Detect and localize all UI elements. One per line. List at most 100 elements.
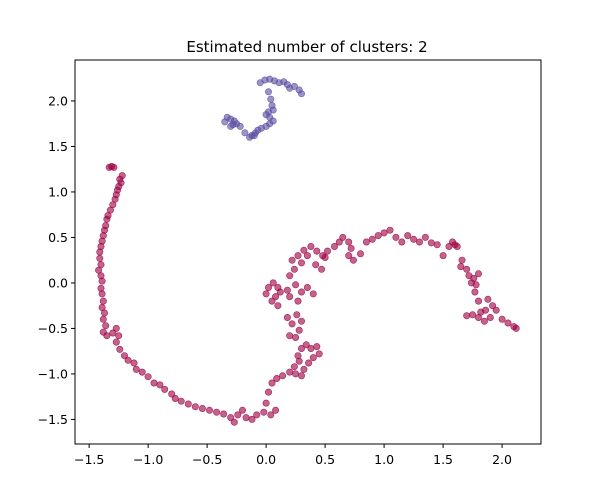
scatter-point (98, 290, 106, 298)
scatter-point (300, 365, 308, 373)
scatter-point (457, 263, 465, 271)
scatter-point (451, 241, 459, 249)
scatter-point (242, 414, 250, 422)
scatter-point (227, 122, 235, 130)
scatter-point (374, 232, 382, 240)
x-tick-label: 1.0 (374, 452, 394, 467)
scatter-point (307, 243, 315, 251)
y-tick-label: −1.0 (38, 366, 68, 381)
scatter-point (168, 390, 176, 398)
scatter-point (492, 306, 500, 314)
scatter-point (313, 343, 321, 351)
scatter-point (335, 238, 343, 246)
y-tick-label: 2.0 (48, 93, 68, 108)
scatter-point (96, 248, 104, 256)
scatter-point (96, 254, 104, 262)
points-layer (95, 75, 520, 426)
scatter-point (267, 411, 275, 419)
scatter-point (138, 368, 146, 376)
chart-title: Estimated number of clusters: 2 (186, 38, 427, 56)
y-axis: −1.5 −1.0 −0.5 0.0 0.5 1.0 1.5 2.0 (38, 93, 75, 427)
scatter-point (290, 82, 298, 90)
scatter-point (288, 320, 296, 328)
scatter-point (101, 309, 109, 317)
scatter-point (398, 238, 406, 246)
scatter-point (302, 341, 310, 349)
scatter-point (294, 297, 302, 305)
scatter-point (386, 226, 394, 234)
scatter-point (415, 238, 423, 246)
scatter-point (474, 270, 482, 278)
scatter-point (109, 329, 117, 337)
scatter-point (290, 363, 298, 371)
scatter-point (115, 332, 123, 340)
scatter-point (279, 372, 287, 380)
scatter-point (484, 295, 492, 303)
y-tick-label: 1.0 (48, 184, 68, 199)
scatter-point (309, 354, 317, 362)
scatter-point (274, 302, 282, 310)
scatter-point (467, 279, 475, 287)
scatter-point (330, 243, 338, 251)
scatter-point (130, 359, 138, 367)
scatter-point (286, 293, 294, 301)
scatter-point (297, 317, 305, 325)
scatter-point (269, 279, 277, 287)
scatter-point (241, 129, 249, 137)
scatter-point (286, 272, 294, 280)
scatter-point (262, 399, 270, 407)
scatter-point (264, 388, 272, 396)
x-tick-label: −0.5 (192, 452, 222, 467)
scatter-point (469, 311, 477, 319)
scatter-point (323, 247, 331, 255)
scatter-point (421, 233, 429, 241)
scatter-point (227, 414, 235, 422)
scatter-point (356, 250, 364, 258)
y-tick-label: −1.5 (38, 412, 68, 427)
y-tick-label: −0.5 (38, 321, 68, 336)
scatter-point (161, 385, 169, 393)
scatter-point (312, 261, 320, 269)
scatter-point (283, 286, 291, 294)
scatter-point (102, 322, 110, 330)
scatter-point (103, 332, 111, 340)
scatter-point (124, 356, 132, 364)
scatter-point (295, 326, 303, 334)
scatter-point (380, 229, 388, 237)
scatter-point (116, 345, 124, 353)
y-tick-label: 0.5 (48, 230, 68, 245)
scatter-point (112, 338, 120, 346)
scatter-point (288, 256, 296, 264)
scatter-point (309, 290, 317, 298)
scatter-point (474, 297, 482, 305)
scatter-point (103, 215, 111, 223)
scatter-point (264, 88, 272, 96)
scatter-point (463, 265, 471, 273)
scatter-point (368, 235, 376, 243)
scatter-point (286, 368, 294, 376)
scatter-point (206, 406, 214, 414)
scatter-point (239, 406, 247, 414)
scatter-point (272, 406, 280, 414)
scatter-point (272, 293, 280, 301)
scatter-point (150, 379, 158, 387)
scatter-point (439, 252, 447, 260)
axes-frame (74, 59, 542, 445)
x-axis: −1.5 −1.0 −0.5 0.0 0.5 1.0 1.5 2.0 (74, 444, 512, 467)
scatter-point (307, 344, 315, 352)
scatter-point (294, 252, 302, 260)
scatter-point (512, 324, 520, 332)
scatter-point (98, 277, 106, 285)
scatter-point (315, 350, 323, 358)
scatter-point (297, 90, 305, 98)
scatter-point (230, 418, 238, 426)
scatter-point (347, 244, 355, 252)
scatter-point (177, 397, 185, 405)
scatter-point (486, 313, 494, 321)
scatter-point (489, 302, 497, 310)
scatter-point (221, 118, 229, 126)
scatter-point (498, 315, 506, 323)
scatter-point (268, 297, 276, 305)
x-tick-label: 0.0 (256, 452, 276, 467)
